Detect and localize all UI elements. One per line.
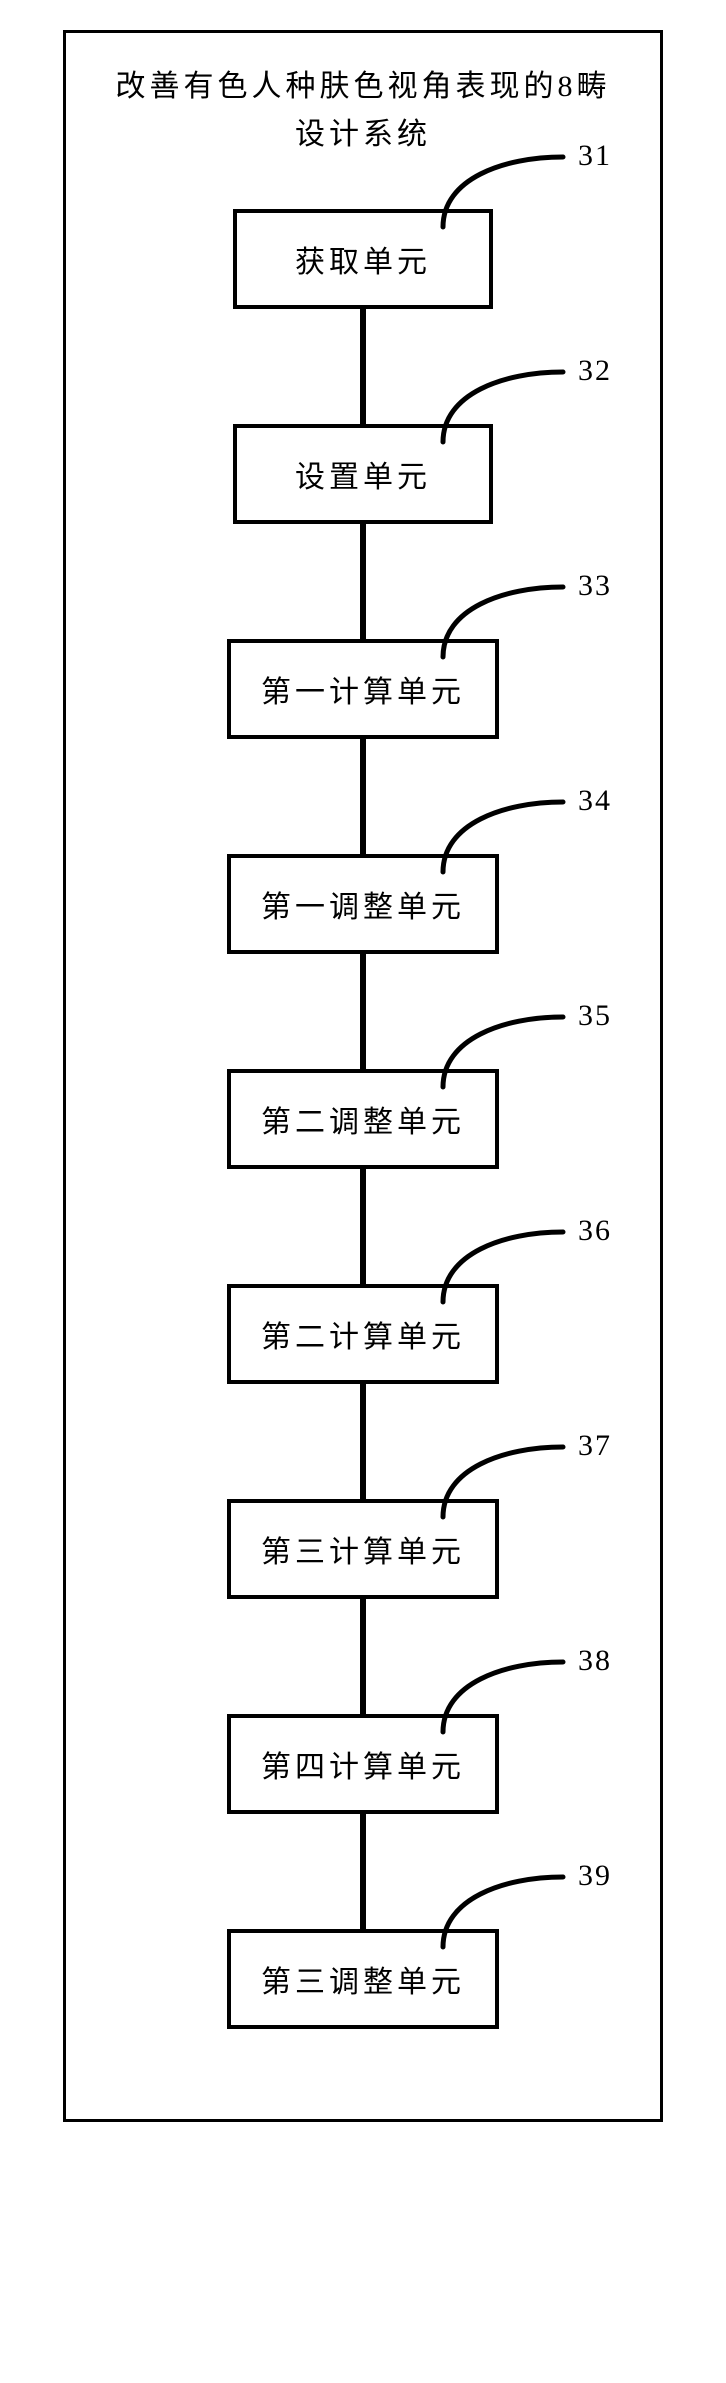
connector: [360, 1169, 366, 1284]
node-wrap: 第二计算单元36: [66, 1284, 660, 1384]
node-wrap: 获取单元31: [66, 209, 660, 309]
node-wrap: 第四计算单元38: [66, 1714, 660, 1814]
node-wrap: 第三计算单元37: [66, 1499, 660, 1599]
node-wrap: 第一计算单元33: [66, 639, 660, 739]
node-ref-number: 37: [578, 1429, 612, 1463]
flow-node: 第一计算单元: [227, 639, 499, 739]
node-ref-number: 33: [578, 569, 612, 603]
node-wrap: 第二调整单元35: [66, 1069, 660, 1169]
flow-node: 第三计算单元: [227, 1499, 499, 1599]
flow-node: 第一调整单元: [227, 854, 499, 954]
node-ref-number: 38: [578, 1644, 612, 1678]
node-ref-number: 39: [578, 1859, 612, 1893]
node-ref-number: 31: [578, 139, 612, 173]
node-ref-number: 35: [578, 999, 612, 1033]
title-line-1: 改善有色人种肤色视角表现的8畴: [116, 70, 611, 103]
node-chain: 获取单元31设置单元32第一计算单元33第一调整单元34第二调整单元35第二计算…: [66, 209, 660, 2029]
connector: [360, 309, 366, 424]
node-ref-number: 32: [578, 354, 612, 388]
flow-node: 第四计算单元: [227, 1714, 499, 1814]
node-wrap: 设置单元32: [66, 424, 660, 524]
connector: [360, 954, 366, 1069]
flow-node: 第二计算单元: [227, 1284, 499, 1384]
connector: [360, 1814, 366, 1929]
flow-node: 设置单元: [233, 424, 493, 524]
node-wrap: 第一调整单元34: [66, 854, 660, 954]
flow-node: 第三调整单元: [227, 1929, 499, 2029]
diagram-frame: 改善有色人种肤色视角表现的8畴 设计系统 获取单元31设置单元32第一计算单元3…: [63, 30, 663, 2122]
node-ref-number: 34: [578, 784, 612, 818]
flow-node: 第二调整单元: [227, 1069, 499, 1169]
connector: [360, 739, 366, 854]
connector: [360, 1384, 366, 1499]
connector: [360, 1599, 366, 1714]
diagram-title: 改善有色人种肤色视角表现的8畴 设计系统: [106, 63, 620, 159]
flow-node: 获取单元: [233, 209, 493, 309]
node-ref-number: 36: [578, 1214, 612, 1248]
connector: [360, 524, 366, 639]
node-wrap: 第三调整单元39: [66, 1929, 660, 2029]
title-line-2: 设计系统: [295, 118, 431, 151]
